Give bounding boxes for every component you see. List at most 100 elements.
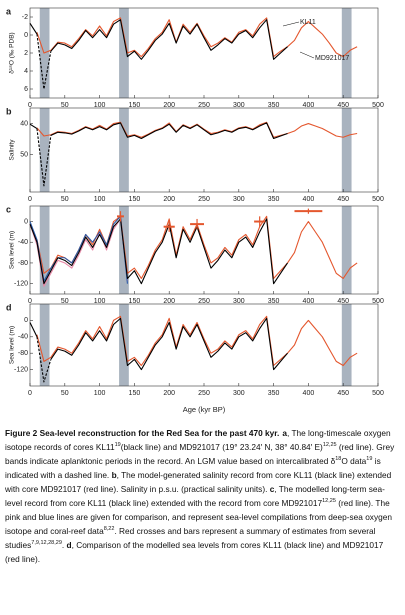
- y-tick-label: -120: [14, 366, 28, 373]
- x-tick-label: 150: [129, 196, 141, 203]
- x-tick-label: 500: [372, 298, 384, 305]
- figure: a δ¹⁸O (‰ PDB) -2 0 2 4 6 0 50 100 150 200 250 300 350…: [6, 6, 384, 414]
- aplanktonic-band: [39, 206, 50, 294]
- caption-text: 12,25: [322, 442, 337, 449]
- y-tick-label: -40: [18, 239, 28, 246]
- aplanktonic-band: [341, 206, 352, 294]
- caption-text: . Red crosses and bars represent a summa…: [5, 526, 376, 550]
- x-tick-label: 300: [233, 298, 245, 305]
- series-line: [29, 317, 288, 371]
- caption-text: (red line). Grey bands indicate aplankto…: [5, 442, 395, 466]
- x-tick-label: 50: [61, 298, 69, 305]
- x-tick-label: 100: [94, 102, 106, 109]
- caption-text: O data: [341, 456, 367, 466]
- x-tick-label: 350: [268, 196, 280, 203]
- x-tick-label: 300: [233, 102, 245, 109]
- x-tick-label: 450: [337, 102, 349, 109]
- x-tick-label: 500: [372, 390, 384, 397]
- panel-label: b: [6, 106, 12, 116]
- x-tick-label: 0: [28, 298, 32, 305]
- x-tick-label: 100: [94, 390, 106, 397]
- y-axis-label: Sea level (m): [9, 231, 16, 269]
- series-line: [36, 121, 358, 138]
- x-tick-label: 300: [233, 196, 245, 203]
- x-tick-label: 450: [337, 390, 349, 397]
- x-tick-label: 400: [303, 390, 315, 397]
- x-tick-label: 100: [94, 196, 106, 203]
- aplanktonic-band: [341, 304, 352, 386]
- plot-frame: [29, 303, 379, 387]
- aplanktonic-band: [39, 304, 50, 386]
- caption-text: , The modelled long-term sea-level recor…: [5, 484, 385, 508]
- y-tick-label: -40: [18, 334, 28, 341]
- plot-frame: [29, 107, 379, 193]
- caption-text: 12,25: [322, 498, 336, 505]
- x-tick-label: 350: [268, 390, 280, 397]
- y-tick-label: 6: [24, 86, 28, 93]
- x-tick-label: 250: [198, 196, 210, 203]
- y-tick-label: -2: [22, 14, 28, 21]
- series-line: [36, 315, 358, 367]
- y-axis-label: Sea level (m): [9, 326, 16, 364]
- dashed-series-line: [36, 34, 52, 90]
- x-tick-label: 50: [61, 390, 69, 397]
- x-tick-label: 200: [163, 298, 175, 305]
- y-tick-label: 0: [24, 32, 28, 39]
- caption-text: is indicated with a dashed line.: [5, 456, 381, 480]
- x-tick-label: 250: [198, 298, 210, 305]
- series-line: [29, 19, 288, 60]
- y-tick-label: 50: [20, 152, 28, 159]
- plot-frame: [29, 7, 379, 99]
- aplanktonic-band: [119, 8, 129, 98]
- caption-text: (black line) and MD921017 (19° 23.24′ N,…: [120, 442, 323, 452]
- y-tick-label: -120: [14, 280, 28, 287]
- aplanktonic-band: [341, 108, 352, 192]
- x-tick-label: 200: [163, 390, 175, 397]
- panel-label: c: [6, 204, 11, 214]
- x-tick-label: 200: [163, 196, 175, 203]
- x-tick-label: 50: [61, 102, 69, 109]
- y-tick-label: 0: [24, 317, 28, 324]
- caption-text: , Comparison of the modelled sea levels …: [5, 540, 384, 564]
- caption-text: 18: [335, 456, 342, 463]
- x-tick-label: 150: [129, 102, 141, 109]
- x-tick-label: 400: [303, 102, 315, 109]
- y-tick-label: -80: [18, 350, 28, 357]
- y-tick-label: 4: [24, 68, 28, 75]
- x-tick-label: 200: [163, 102, 175, 109]
- annotation: KL11: [300, 19, 316, 26]
- annotation: MD921017: [315, 55, 349, 62]
- x-tick-label: 500: [372, 102, 384, 109]
- x-tick-label: 0: [28, 390, 32, 397]
- y-tick-label: 40: [20, 120, 28, 127]
- x-tick-label: 150: [129, 390, 141, 397]
- y-axis-label: δ¹⁸O (‰ PDB): [9, 32, 16, 73]
- series-line: [36, 17, 358, 58]
- panel-label: a: [6, 6, 12, 16]
- caption-text: , The long-timescale oxygen isotope reco…: [5, 428, 391, 452]
- annotation-leader: [299, 51, 315, 59]
- caption-text: a: [282, 428, 287, 438]
- caption-text: .: [61, 540, 67, 550]
- caption-text: 7,9,12,28,29: [31, 540, 62, 547]
- x-tick-label: 100: [94, 298, 106, 305]
- x-tick-label: 250: [198, 390, 210, 397]
- aplanktonic-band: [39, 108, 50, 192]
- x-tick-label: 150: [129, 298, 141, 305]
- caption-text: 19: [114, 442, 121, 449]
- caption-text: Figure 2 Sea-level reconstruction for th…: [5, 428, 280, 438]
- annotation-leader: [282, 21, 300, 27]
- caption-text: b: [111, 470, 117, 480]
- x-tick-label: 400: [303, 196, 315, 203]
- x-tick-label: 500: [372, 196, 384, 203]
- x-axis-label: Age (kyr BP): [183, 405, 226, 414]
- x-tick-label: 400: [303, 298, 315, 305]
- y-axis-label: Salinity: [9, 139, 16, 161]
- x-tick-label: 350: [268, 298, 280, 305]
- aplanktonic-band: [119, 108, 129, 192]
- y-tick-label: 2: [24, 50, 28, 57]
- caption-text: 8,22: [103, 526, 115, 533]
- caption-text: c: [269, 484, 275, 494]
